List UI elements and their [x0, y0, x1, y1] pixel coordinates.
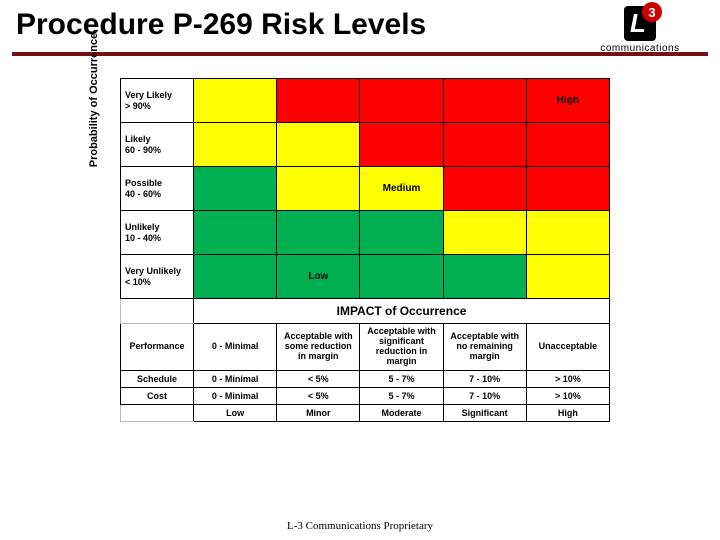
- risk-cell: [360, 79, 443, 123]
- impact-cell: < 5%: [277, 387, 360, 404]
- risk-cell: Low: [277, 255, 360, 299]
- impact-col-header: Acceptable with some reduction in margin: [277, 324, 360, 371]
- impact-cell: < 5%: [277, 370, 360, 387]
- severity-label: Minor: [277, 404, 360, 421]
- prob-row-label: Unlikely10 - 40%: [121, 211, 194, 255]
- impact-cell: > 10%: [526, 370, 609, 387]
- risk-cell: [194, 255, 277, 299]
- risk-cell: [194, 167, 277, 211]
- impact-cell: 0 - Minimal: [194, 387, 277, 404]
- severity-label: Low: [194, 404, 277, 421]
- risk-cell: [443, 167, 526, 211]
- risk-cell: [277, 167, 360, 211]
- risk-cell: [194, 123, 277, 167]
- impact-cell: 5 - 7%: [360, 370, 443, 387]
- impact-col-header: Unacceptable: [526, 324, 609, 371]
- risk-cell: [526, 167, 609, 211]
- risk-cell: [360, 211, 443, 255]
- impact-cell: 7 - 10%: [443, 387, 526, 404]
- risk-cell: [443, 79, 526, 123]
- impact-col-header: Acceptable with no remaining margin: [443, 324, 526, 371]
- impact-col-header: 0 - Minimal: [194, 324, 277, 371]
- title-rule: [12, 52, 708, 56]
- risk-cell: [360, 255, 443, 299]
- risk-cell: [194, 79, 277, 123]
- logo-box: L 3: [624, 6, 656, 41]
- risk-cell: [194, 211, 277, 255]
- risk-cell: [443, 255, 526, 299]
- impact-cell: 5 - 7%: [360, 387, 443, 404]
- x-axis-label: IMPACT of Occurrence: [194, 299, 610, 324]
- prob-row-label: Very Likely> 90%: [121, 79, 194, 123]
- impact-col-header: Acceptable with significant reduction in…: [360, 324, 443, 371]
- risk-cell: [360, 123, 443, 167]
- slide: Procedure P-269 Risk Levels L 3 communic…: [0, 0, 720, 540]
- logo: L 3 communications: [580, 6, 700, 54]
- impact-cell: > 10%: [526, 387, 609, 404]
- prob-row-label: Possible40 - 60%: [121, 167, 194, 211]
- risk-table: Very Likely> 90% High Likely60 - 90%Possib…: [120, 78, 610, 422]
- risk-cell: [443, 123, 526, 167]
- severity-label: Significant: [443, 404, 526, 421]
- y-axis-label: Probability of Occurrence: [88, 10, 100, 190]
- prob-row-label: Very Unlikely< 10%: [121, 255, 194, 299]
- risk-cell: [526, 123, 609, 167]
- risk-cell: [526, 211, 609, 255]
- risk-cell: [443, 211, 526, 255]
- severity-label: Moderate: [360, 404, 443, 421]
- risk-cell: [277, 211, 360, 255]
- risk-cell: Medium: [360, 167, 443, 211]
- risk-matrix: Very Likely> 90% High Likely60 - 90%Possib…: [120, 78, 610, 422]
- prob-row-label: Likely60 - 90%: [121, 123, 194, 167]
- risk-cell: High: [526, 79, 609, 123]
- impact-row-title: Schedule: [121, 370, 194, 387]
- footer-text: L-3 Communications Proprietary: [0, 520, 720, 532]
- risk-cell: [277, 123, 360, 167]
- impact-row-title: Cost: [121, 387, 194, 404]
- logo-badge: 3: [642, 2, 662, 22]
- risk-cell: [526, 255, 609, 299]
- risk-cell: [277, 79, 360, 123]
- severity-label: High: [526, 404, 609, 421]
- impact-cell: 7 - 10%: [443, 370, 526, 387]
- impact-cell: 0 - Minimal: [194, 370, 277, 387]
- impact-row-title: Performance: [121, 324, 194, 371]
